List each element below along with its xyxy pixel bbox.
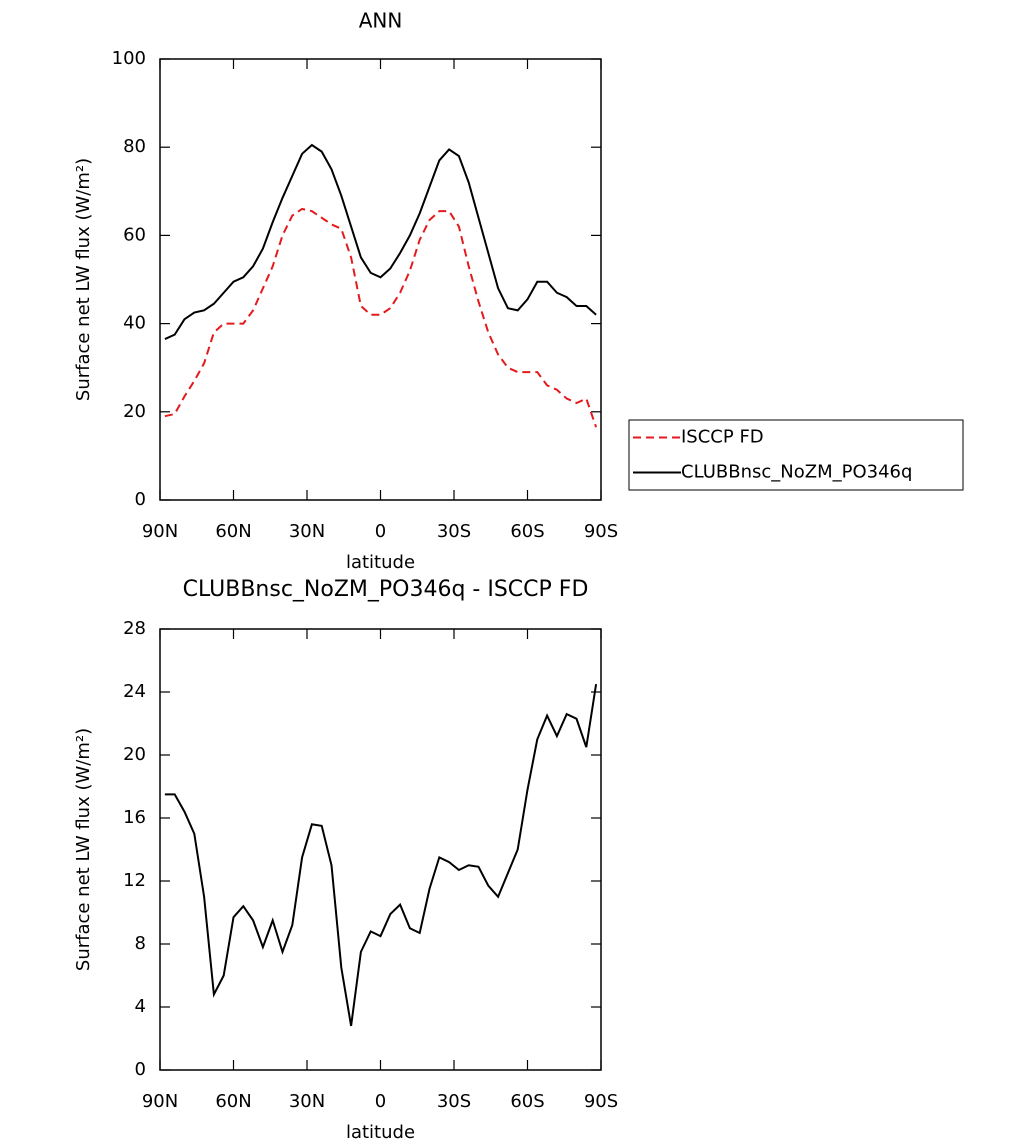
- y-tick-label: 20: [123, 401, 146, 422]
- y-tick-label: 60: [123, 224, 146, 245]
- x-tick-label: 0: [375, 1091, 386, 1112]
- y-tick-label: 0: [135, 489, 146, 510]
- series-line: [164, 143, 597, 340]
- chart-title: ANN: [359, 9, 403, 33]
- x-tick-label: 60S: [510, 521, 544, 542]
- legend-label: ISCCP FD: [681, 427, 764, 448]
- x-tick-label: 60N: [215, 521, 251, 542]
- plot-frame: [159, 628, 602, 1071]
- x-axis-label: latitude: [346, 552, 415, 573]
- y-tick-label: 40: [123, 313, 146, 334]
- diff-line: [164, 683, 598, 1027]
- legend-label: CLUBBnsc_NoZM_PO346q: [681, 462, 912, 483]
- y-tick-label: 80: [123, 136, 146, 157]
- y-tick-label: 4: [135, 996, 146, 1017]
- series-line: [164, 207, 598, 428]
- x-tick-label: 60S: [510, 1091, 544, 1112]
- chart-title: CLUBBnsc_NoZM_PO346q - ISCCP FD: [183, 577, 589, 602]
- legend-box: [628, 419, 964, 491]
- x-tick-label: 30N: [289, 521, 325, 542]
- y-tick-label: 28: [123, 618, 146, 639]
- x-tick-label: 90S: [584, 521, 618, 542]
- y-axis-label: Surface net LW flux (W/m²): [73, 158, 94, 401]
- x-tick-label: 90S: [584, 1091, 618, 1112]
- x-tick-label: 30S: [437, 521, 471, 542]
- y-tick-label: 100: [112, 48, 146, 69]
- x-tick-label: 30S: [437, 1091, 471, 1112]
- y-tick-label: 12: [123, 870, 146, 891]
- y-tick-label: 20: [123, 744, 146, 765]
- x-tick-label: 0: [375, 521, 386, 542]
- y-tick-label: 24: [123, 681, 146, 702]
- x-tick-label: 60N: [215, 1091, 251, 1112]
- x-tick-label: 90N: [142, 1091, 178, 1112]
- x-tick-label: 90N: [142, 521, 178, 542]
- y-axis-label: Surface net LW flux (W/m²): [73, 728, 94, 971]
- x-tick-label: 30N: [289, 1091, 325, 1112]
- y-tick-label: 8: [135, 933, 146, 954]
- x-axis-label: latitude: [346, 1122, 415, 1143]
- y-tick-label: 16: [123, 807, 146, 828]
- plot-frame: [159, 58, 602, 501]
- y-tick-label: 0: [135, 1059, 146, 1080]
